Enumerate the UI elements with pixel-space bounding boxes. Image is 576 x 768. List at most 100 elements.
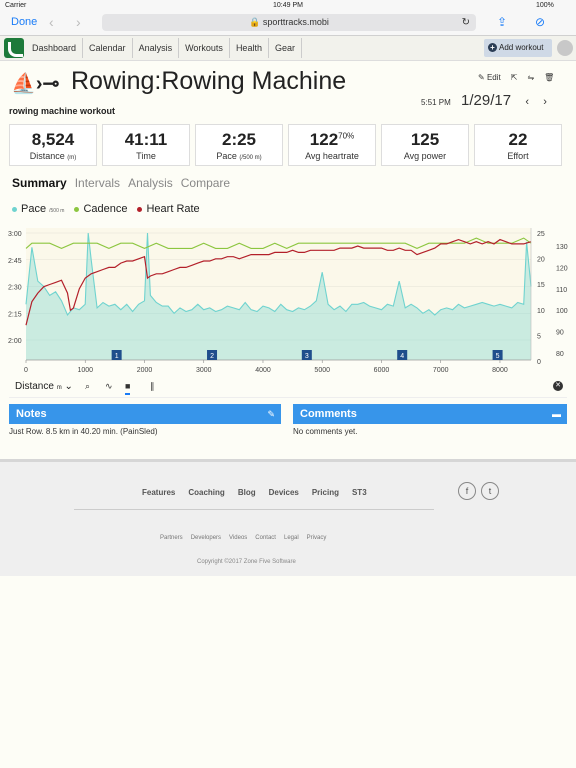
laps-icon[interactable]: ■ — [125, 381, 131, 395]
avatar[interactable] — [557, 40, 573, 56]
delete-icon[interactable]: 🗑 — [544, 73, 555, 82]
legend-item[interactable]: Pace /500 m — [12, 203, 64, 215]
prev-workout-icon[interactable]: ‹ — [525, 96, 529, 108]
footer-link-pricing[interactable]: Pricing — [311, 488, 339, 497]
x-tick-label: 6000 — [374, 367, 390, 374]
page-title: Rowing:Rowing Machine — [71, 67, 347, 95]
back-icon[interactable]: ‹ — [49, 14, 54, 30]
stat-card: 41:11 Time — [102, 124, 190, 166]
hr-tick-label: 100 — [556, 308, 568, 315]
footer-link-contact[interactable]: Contact — [255, 535, 276, 541]
stat-value: 22 — [508, 130, 528, 149]
stat-card: 22 Effort — [474, 124, 562, 166]
tabs: Summary Intervals Analysis Compare — [12, 176, 230, 190]
clock: 10:49 PM — [273, 2, 303, 9]
stat-card: 2:25 Pace (/500 m) — [195, 124, 283, 166]
chart-legend: Pace /500 m Cadence Heart Rate — [12, 203, 200, 215]
logo[interactable] — [4, 38, 24, 58]
pace-tick-label: 2:00 — [8, 338, 22, 345]
lap-marker-label: 3 — [305, 353, 309, 360]
lap-marker — [397, 350, 408, 360]
workout-subtitle: rowing machine workout — [9, 106, 116, 116]
footer-link-blog[interactable]: Blog — [237, 488, 256, 497]
add-comment-icon[interactable]: ▬ — [552, 409, 561, 419]
status-bar: Carrier 10:49 PM 100% — [0, 0, 576, 12]
pause-icon[interactable]: ∥ — [150, 381, 155, 391]
nav-item-calendar[interactable]: Calendar — [83, 38, 133, 58]
twitter-icon[interactable]: t — [481, 482, 499, 500]
lock-icon: 🔒 — [249, 17, 261, 27]
lap-marker-label: 4 — [400, 353, 404, 360]
copyright: Copyright ©2017 Zone Five Software — [197, 559, 296, 565]
footer-link-coaching[interactable]: Coaching — [188, 488, 225, 497]
legend-dot — [12, 206, 17, 212]
zoom-icon[interactable]: ⌕ — [85, 381, 91, 391]
workout-page: ⛵›⊸ Rowing:Rowing Machine ✎ Edit ⇱ ⇋ 🗑 5… — [0, 61, 576, 459]
workout-date: 1/29/17 — [461, 92, 512, 109]
footer-link-st3[interactable]: ST3 — [351, 488, 367, 497]
app-nav: Dashboard Calendar Analysis Workouts Health G… — [0, 36, 576, 61]
stat-value: 12270% — [309, 130, 355, 149]
nav-item-health[interactable]: Health — [230, 38, 269, 58]
tab-analysis[interactable]: Analysis — [128, 176, 173, 190]
workout-tools: ✎ Edit ⇱ ⇋ 🗑 — [478, 73, 554, 82]
stat-percent: 70% — [338, 131, 355, 141]
notes-text: Just Row. 8.5 km in 40.20 min. (PainSled… — [9, 427, 158, 436]
share-icon[interactable]: ⇪ — [497, 15, 508, 29]
done-button[interactable]: Done — [11, 16, 38, 28]
pace-line — [25, 232, 532, 317]
footer: Features Coaching Blog Devices Pricing ST3 f … — [0, 459, 576, 576]
pace-area — [26, 233, 531, 360]
footer-links: Features Coaching Blog Devices Pricing ST3 — [142, 488, 367, 497]
workout-chart[interactable]: 3:002:452:302:152:0025201510501301201101… — [0, 220, 576, 378]
x-tick-label: 4000 — [255, 367, 271, 374]
footer-link-developers[interactable]: Developers — [190, 535, 222, 541]
add-workout-label: Add workout — [499, 43, 544, 52]
footer-link-devices[interactable]: Devices — [268, 488, 299, 497]
nav-item-workouts[interactable]: Workouts — [179, 38, 230, 58]
stat-label: Distance (m) — [29, 151, 77, 161]
axis-selector[interactable]: Distance m ⌄ — [15, 381, 73, 392]
footer-link-partners[interactable]: Partners — [160, 535, 183, 541]
notes-title: Notes — [16, 408, 47, 420]
edit-notes-icon[interactable]: ✎ — [267, 409, 275, 419]
facebook-icon[interactable]: f — [458, 482, 476, 500]
hr-tick-label: 90 — [556, 330, 564, 337]
footer-link-privacy[interactable]: Privacy — [306, 535, 327, 541]
nav-item-analysis[interactable]: Analysis — [133, 38, 180, 58]
smooth-icon[interactable]: ∿ — [105, 381, 113, 391]
url-bar[interactable]: 🔒 sporttracks.mobi ↻ — [102, 14, 476, 31]
stat-value: 41:11 — [124, 130, 168, 149]
edit-button[interactable]: ✎ Edit — [478, 73, 501, 82]
stat-label: Effort — [507, 151, 529, 161]
stat-value: 125 — [410, 130, 440, 149]
compass-icon[interactable]: ⊘ — [535, 15, 546, 29]
workout-time: 5:51 PM — [421, 98, 451, 107]
footer-link-videos[interactable]: Videos — [229, 535, 248, 541]
lap-marker — [111, 350, 122, 360]
footer-link-features[interactable]: Features — [142, 488, 176, 497]
next-workout-icon[interactable]: › — [543, 96, 547, 108]
add-workout-button[interactable]: + Add workout — [484, 39, 552, 57]
tab-intervals[interactable]: Intervals — [74, 176, 121, 190]
lap-marker-label: 1 — [115, 353, 119, 360]
legend-item[interactable]: Heart Rate — [137, 203, 200, 215]
cadence-tick-label: 20 — [537, 257, 545, 264]
nav-item-dashboard[interactable]: Dashboard — [26, 38, 84, 58]
export-icon[interactable]: ⇱ — [510, 73, 518, 82]
close-icon[interactable]: ✕ — [553, 381, 563, 391]
x-tick-label: 5000 — [314, 367, 330, 374]
cadence-tick-label: 10 — [537, 308, 545, 315]
legend-item[interactable]: Cadence — [74, 203, 127, 215]
tab-compare[interactable]: Compare — [180, 176, 231, 190]
browser-toolbar: Done ‹ › 🔒 sporttracks.mobi ↻ ⇪ ⊘ — [0, 12, 576, 36]
nav-item-gear[interactable]: Gear — [269, 38, 302, 58]
tab-summary[interactable]: Summary — [12, 176, 67, 190]
stat-value: 8,524 — [31, 130, 75, 149]
forward-icon[interactable]: › — [76, 14, 81, 30]
lap-marker-label: 2 — [210, 353, 214, 360]
footer-divider — [74, 509, 434, 510]
reload-icon[interactable]: ↻ — [461, 17, 470, 28]
footer-link-legal[interactable]: Legal — [283, 535, 299, 541]
merge-icon[interactable]: ⇋ — [527, 73, 535, 82]
